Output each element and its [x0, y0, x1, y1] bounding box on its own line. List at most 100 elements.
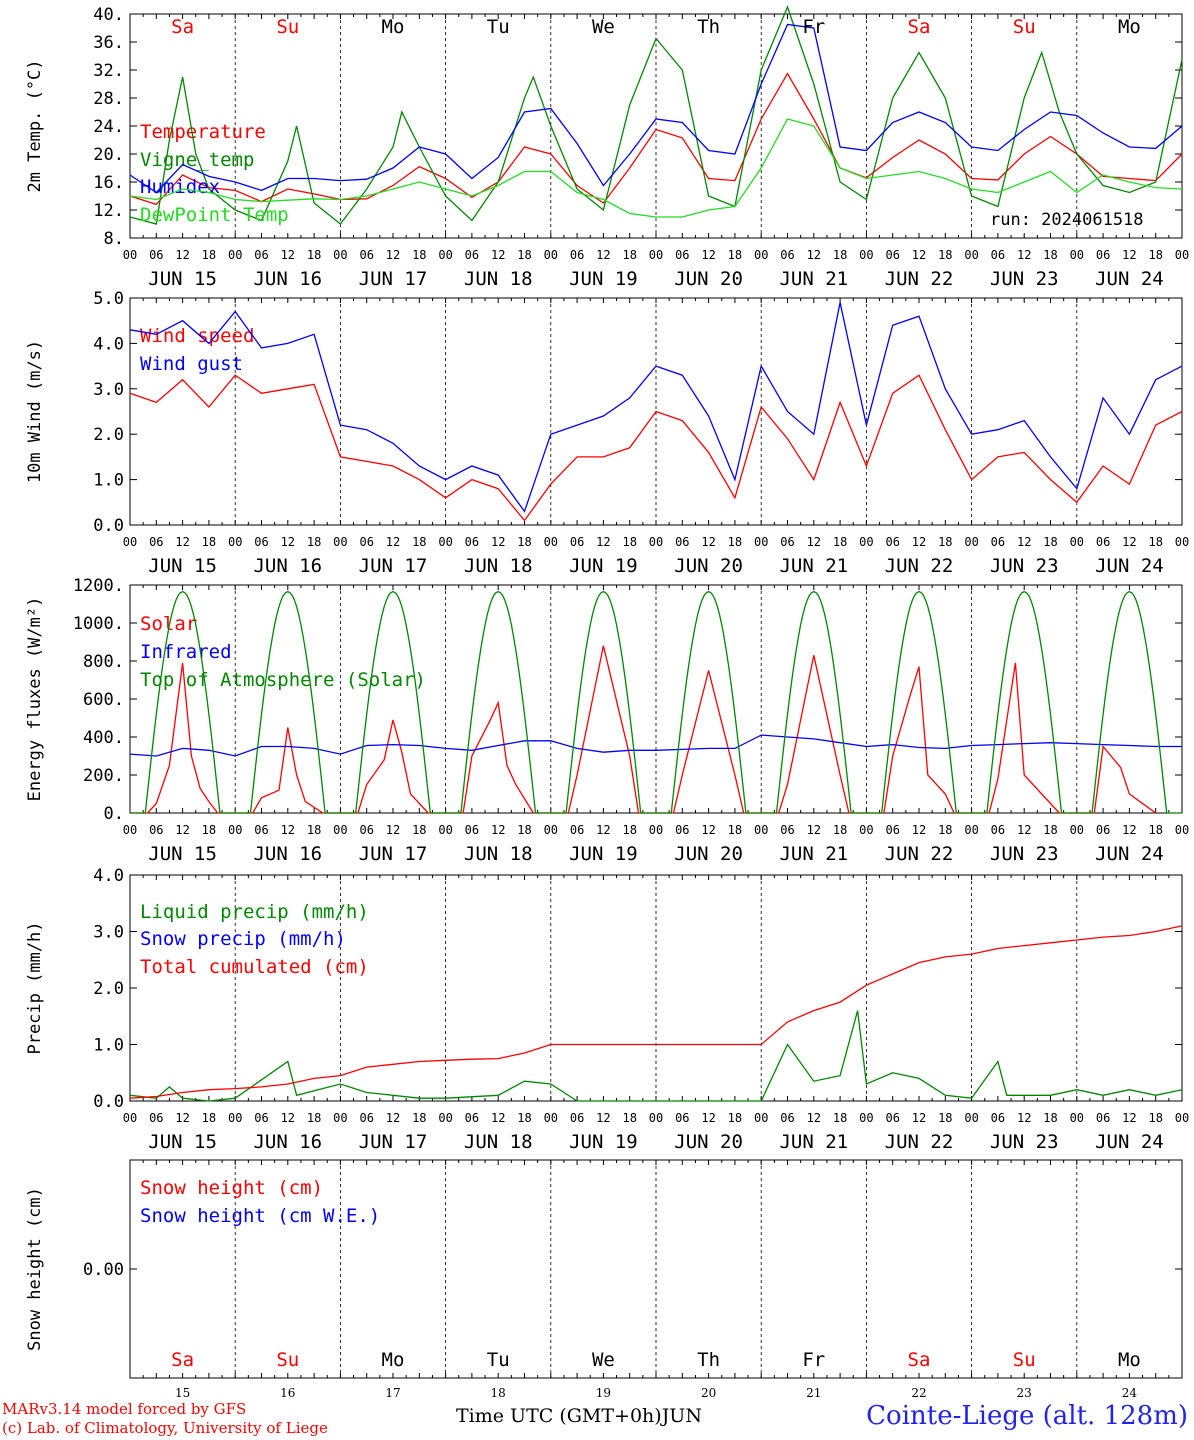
hour-tick-label: 12 — [596, 535, 610, 549]
hour-tick-label: 00 — [964, 535, 978, 549]
hour-tick-label: 12 — [386, 535, 400, 549]
y-tick-label: 1.0 — [93, 1036, 124, 1056]
weekday-label-bottom: Su — [1013, 1349, 1036, 1371]
hour-tick-label: 00 — [964, 823, 978, 837]
hour-tick-label: 18 — [622, 535, 636, 549]
hour-tick-label: 12 — [491, 823, 505, 837]
hour-tick-label: 06 — [359, 248, 373, 262]
hour-tick-label: 18 — [412, 1111, 426, 1125]
date-label: JUN 19 — [569, 843, 638, 865]
series-line — [130, 590, 1182, 814]
hour-tick-label: 00 — [1070, 1111, 1084, 1125]
weekday-label-top: Th — [697, 16, 720, 38]
hour-tick-label: 18 — [938, 1111, 952, 1125]
hour-tick-label: 06 — [675, 535, 689, 549]
hour-tick-label: 00 — [438, 823, 452, 837]
hour-tick-label: 18 — [517, 535, 531, 549]
hour-tick-label: 18 — [1148, 535, 1162, 549]
day-number-label: 17 — [385, 1386, 400, 1400]
date-label: JUN 16 — [253, 1131, 322, 1153]
hour-tick-label: 06 — [570, 248, 584, 262]
date-label: JUN 15 — [148, 268, 217, 290]
y-tick-label: 3.0 — [93, 923, 124, 943]
hour-tick-label: 06 — [991, 535, 1005, 549]
hour-tick-label: 12 — [281, 535, 295, 549]
y-tick-label: 3.0 — [93, 380, 124, 400]
date-label: JUN 17 — [359, 843, 428, 865]
hour-tick-label: 06 — [359, 535, 373, 549]
hour-tick-label: 12 — [491, 248, 505, 262]
y-axis-title: 2m Temp. (°C) — [25, 59, 45, 192]
y-axis-title: Snow height (cm) — [25, 1187, 45, 1351]
y-tick-label: 2.0 — [93, 979, 124, 999]
date-label: JUN 15 — [148, 843, 217, 865]
date-label: JUN 20 — [674, 1131, 743, 1153]
day-number-label: 20 — [701, 1386, 716, 1400]
run-label: run: 2024061518 — [990, 210, 1144, 230]
hour-tick-label: 18 — [728, 248, 742, 262]
hour-tick-label: 12 — [807, 1111, 821, 1125]
hour-tick-label: 06 — [465, 1111, 479, 1125]
hour-tick-label: 12 — [1122, 823, 1136, 837]
hour-tick-label: 12 — [912, 535, 926, 549]
hour-tick-label: 06 — [885, 535, 899, 549]
hour-tick-label: 18 — [1043, 1111, 1057, 1125]
hour-tick-label: 00 — [1070, 248, 1084, 262]
y-tick-label: 1000. — [73, 614, 124, 634]
legend-label: Humidex — [140, 176, 220, 198]
date-label: JUN 20 — [674, 843, 743, 865]
hour-tick-label: 06 — [254, 823, 268, 837]
legend-label: Liquid precip (mm/h) — [140, 901, 369, 923]
day-number-label: 22 — [911, 1386, 926, 1400]
series-line — [129, 1010, 1183, 1102]
date-label: JUN 16 — [253, 843, 322, 865]
hour-tick-label: 06 — [675, 248, 689, 262]
hour-tick-label: 06 — [254, 535, 268, 549]
hour-tick-label: 00 — [544, 1111, 558, 1125]
hour-tick-label: 00 — [123, 248, 137, 262]
hour-tick-label: 06 — [570, 535, 584, 549]
hour-tick-label: 18 — [1043, 248, 1057, 262]
y-tick-label: 8. — [104, 229, 124, 249]
weekday-label-top: We — [592, 16, 615, 38]
hour-tick-label: 18 — [307, 535, 321, 549]
hour-tick-label: 18 — [1148, 1111, 1162, 1125]
hour-tick-label: 12 — [175, 248, 189, 262]
y-tick-label: 1200. — [73, 576, 124, 596]
weekday-label-bottom: Su — [276, 1349, 299, 1371]
hour-tick-label: 12 — [701, 1111, 715, 1125]
hour-tick-label: 00 — [1175, 823, 1189, 837]
hour-tick-label: 18 — [1043, 535, 1057, 549]
hour-tick-label: 00 — [649, 1111, 663, 1125]
hour-tick-label: 06 — [885, 823, 899, 837]
hour-tick-label: 12 — [1017, 535, 1031, 549]
hour-tick-label: 00 — [333, 535, 347, 549]
hour-tick-label: 06 — [991, 1111, 1005, 1125]
hour-tick-label: 12 — [1017, 823, 1031, 837]
hour-tick-label: 18 — [307, 1111, 321, 1125]
hour-tick-label: 00 — [228, 535, 242, 549]
hour-tick-label: 12 — [912, 1111, 926, 1125]
y-tick-label: 800. — [83, 652, 124, 672]
y-tick-label: 400. — [83, 728, 124, 748]
hour-tick-label: 18 — [202, 248, 216, 262]
hour-tick-label: 00 — [859, 248, 873, 262]
date-label: JUN 23 — [990, 555, 1059, 577]
hour-tick-label: 18 — [622, 1111, 636, 1125]
day-number-label: 15 — [175, 1386, 190, 1400]
hour-tick-label: 18 — [1148, 823, 1162, 837]
hour-tick-label: 00 — [859, 1111, 873, 1125]
hour-tick-label: 00 — [438, 535, 452, 549]
hour-tick-label: 00 — [438, 1111, 452, 1125]
date-label: JUN 21 — [779, 1131, 848, 1153]
hour-tick-label: 06 — [991, 823, 1005, 837]
x-axis-title: Time UTC (GMT+0h)JUN — [456, 1405, 702, 1427]
y-tick-label: 12. — [93, 201, 124, 221]
hour-tick-label: 00 — [228, 248, 242, 262]
hour-tick-label: 12 — [1122, 535, 1136, 549]
hour-tick-label: 06 — [1096, 1111, 1110, 1125]
weekday-label-bottom: We — [592, 1349, 615, 1371]
weekday-label-top: Sa — [171, 16, 194, 38]
hour-tick-label: 00 — [228, 1111, 242, 1125]
series-line — [129, 118, 1183, 218]
